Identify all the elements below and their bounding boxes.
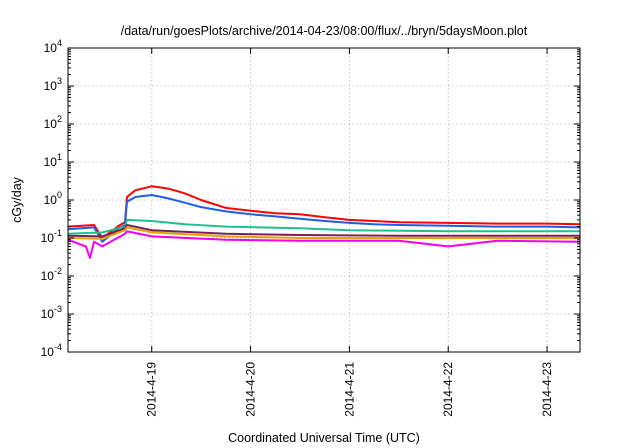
x-tick-label: 2014-4-23 xyxy=(540,362,554,417)
chart-title: /data/run/goesPlots/archive/2014-04-23/0… xyxy=(121,24,528,38)
x-tick-label: 2014-4-19 xyxy=(145,362,159,417)
y-tick-label: 104 xyxy=(44,38,62,55)
y-tick-label: 10-1 xyxy=(41,228,62,245)
series-line-3 xyxy=(67,218,580,235)
y-tick-labels: 104 103 102 101 100 10-1 10-2 10-3 10-4 xyxy=(41,38,62,359)
grid xyxy=(68,48,580,352)
x-tick-label: 2014-4-21 xyxy=(342,362,356,417)
x-tick-label: 2014-4-20 xyxy=(244,362,258,417)
x-axis-label: Coordinated Universal Time (UTC) xyxy=(228,431,420,445)
series-line-6 xyxy=(67,230,581,259)
y-tick-label: 10-4 xyxy=(41,342,62,359)
y-tick-label: 10-2 xyxy=(41,266,62,283)
y-tick-label: 100 xyxy=(44,190,62,207)
series-line-5 xyxy=(67,226,580,240)
series-line-1 xyxy=(67,185,581,239)
series-line-4 xyxy=(67,224,580,238)
y-tick-label: 10-3 xyxy=(41,304,62,321)
y-tick-label: 102 xyxy=(44,114,62,131)
x-tick-label: 2014-4-22 xyxy=(441,362,455,417)
y-axis-label: cGy/day xyxy=(10,176,24,223)
x-tick-labels: 2014-4-19 2014-4-20 2014-4-21 2014-4-22 2014… xyxy=(145,362,554,417)
y-tick-label: 101 xyxy=(44,152,62,169)
ticks xyxy=(68,47,580,353)
y-tick-label: 103 xyxy=(44,76,62,93)
series-group xyxy=(67,185,581,259)
